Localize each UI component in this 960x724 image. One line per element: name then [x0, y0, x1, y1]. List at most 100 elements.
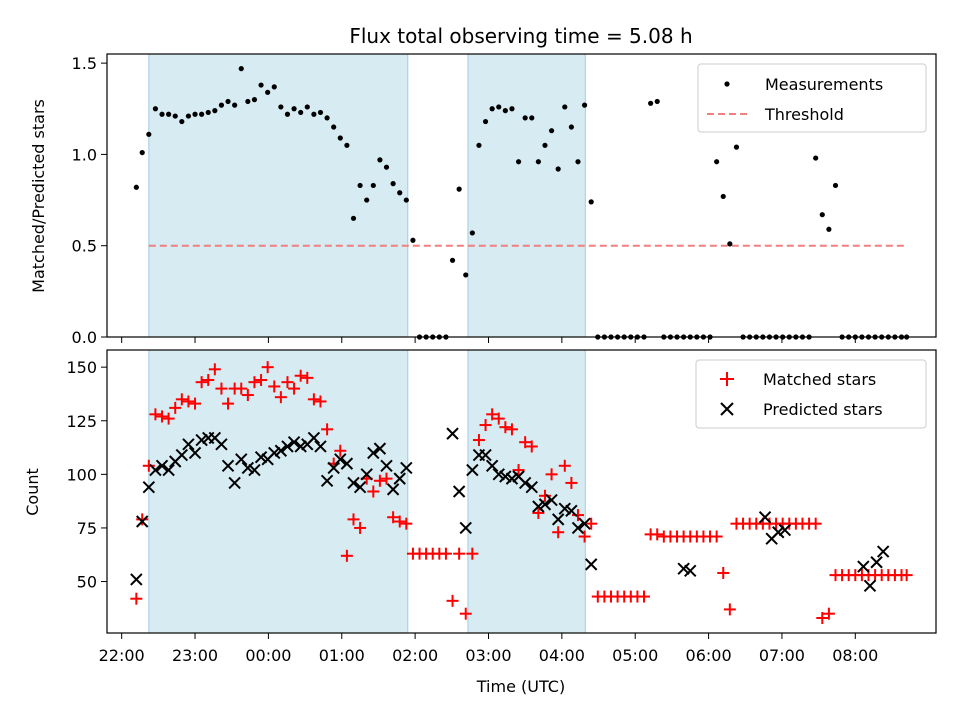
- measurement-point: [357, 182, 363, 189]
- legend-threshold-label: Threshold: [764, 105, 844, 124]
- bottom-xtick-label: 06:00: [686, 646, 732, 665]
- matched-star-point: [149, 408, 162, 421]
- bottom-xtick-label: 08:00: [832, 646, 878, 665]
- predicted-star-point: [538, 498, 552, 511]
- bottom-ylabel: Count: [23, 468, 42, 516]
- matched-star-point: [215, 382, 228, 395]
- matched-star-point: [393, 515, 406, 528]
- matched-star-point: [235, 382, 248, 395]
- measurement-point: [317, 109, 324, 116]
- measurement-point: [575, 159, 581, 165]
- measurement-point: [324, 115, 330, 121]
- bottom-xtick-label: 01:00: [319, 646, 365, 665]
- matched-star-point: [162, 412, 175, 425]
- measurement-point: [403, 197, 409, 203]
- predicted-star-point: [400, 461, 413, 475]
- matched-star-point: [512, 464, 525, 477]
- bottom-xtick-label: 05:00: [612, 646, 658, 665]
- predicted-star-point: [380, 459, 393, 472]
- measurement-point: [555, 166, 561, 172]
- measurement-point: [568, 124, 574, 130]
- measurement-point: [146, 131, 152, 137]
- measurement-point: [232, 102, 238, 108]
- measurement-point: [482, 118, 489, 125]
- matched-star-point: [367, 485, 380, 498]
- bottom-xtick-label: 23:00: [172, 646, 218, 665]
- top-panel-frame: [106, 53, 937, 338]
- matched-star-point: [136, 513, 149, 526]
- matched-star-point: [182, 395, 195, 408]
- predicted-star-point: [373, 442, 387, 455]
- bottom-ytick-label: 100: [66, 465, 97, 484]
- measurement-point: [813, 155, 819, 161]
- chart-title: Flux total observing time = 5.08 h: [349, 24, 692, 48]
- measurement-point: [172, 113, 178, 119]
- measurement-point: [377, 157, 383, 163]
- measurement-point: [238, 66, 244, 72]
- measurement-point: [469, 230, 475, 236]
- predicted-star-point: [281, 440, 294, 453]
- matched-star-point: [334, 444, 347, 457]
- matched-star-point: [472, 434, 485, 447]
- measurement-point: [714, 159, 720, 165]
- bottom-ytick-label: 150: [66, 358, 97, 377]
- matched-star-point: [723, 603, 736, 616]
- matched-star-point: [651, 528, 664, 541]
- measurement-point: [205, 109, 211, 116]
- matched-star-point: [453, 547, 466, 560]
- matched-star-point: [446, 594, 459, 607]
- predicted-star-point: [876, 545, 890, 558]
- predicted-star-point: [182, 438, 195, 451]
- predicted-star-point: [485, 459, 499, 472]
- measurement-point: [139, 149, 145, 156]
- predicted-star-point: [307, 431, 321, 445]
- bottom-xtick-label: 22:00: [99, 646, 145, 665]
- bottom-ytick-label: 125: [66, 412, 97, 431]
- matched-star-point: [578, 530, 591, 543]
- measurement-point: [648, 100, 654, 106]
- measurement-point: [278, 104, 284, 110]
- matched-star-point: [538, 489, 551, 502]
- measurement-point: [654, 98, 660, 105]
- measurement-point: [496, 104, 502, 110]
- matched-star-point: [710, 530, 723, 543]
- matched-star-point: [307, 393, 320, 406]
- matched-star-point: [268, 380, 281, 393]
- matched-star-point: [558, 459, 571, 472]
- matched-star-point: [387, 511, 400, 524]
- matched-star-point: [439, 547, 452, 560]
- matched-star-point: [466, 547, 479, 560]
- predicted-star-point: [551, 513, 565, 526]
- matched-star-point: [301, 371, 314, 384]
- top-ytick-label: 0.0: [72, 328, 97, 347]
- predicted-star-point: [175, 448, 189, 462]
- measurement-point: [832, 182, 839, 189]
- top-ytick-label: 1.5: [72, 54, 97, 73]
- top-ylabel: Matched/Predicted stars: [29, 99, 48, 293]
- matched-star-point: [294, 369, 307, 382]
- measurement-point: [212, 108, 218, 114]
- legend-matched-marker: [720, 372, 734, 386]
- predicted-star-point: [248, 463, 261, 477]
- matched-star-point: [202, 374, 215, 387]
- predicted-star-point: [314, 440, 327, 453]
- matched-star-point: [222, 397, 235, 410]
- bottom-panel-frame: [106, 349, 937, 634]
- measurement-point: [562, 104, 568, 110]
- predicted-star-point: [287, 435, 301, 449]
- measurement-point: [463, 272, 469, 278]
- matched-star-point: [321, 423, 334, 436]
- matched-star-point: [492, 412, 505, 425]
- legend-measurements-label: Measurements: [765, 75, 883, 94]
- measurement-point: [390, 181, 396, 187]
- observing-interval-shade: [148, 53, 409, 338]
- legend-predicted-label: Predicted stars: [763, 400, 883, 419]
- measurement-point: [166, 111, 172, 117]
- matched-star-point: [314, 395, 327, 408]
- measurement-point: [548, 128, 555, 134]
- measurement-point: [311, 111, 317, 117]
- predicted-star-point: [136, 515, 149, 528]
- bottom-xtick-label: 02:00: [392, 646, 438, 665]
- predicted-star-point: [221, 459, 235, 472]
- measurement-point: [159, 111, 165, 117]
